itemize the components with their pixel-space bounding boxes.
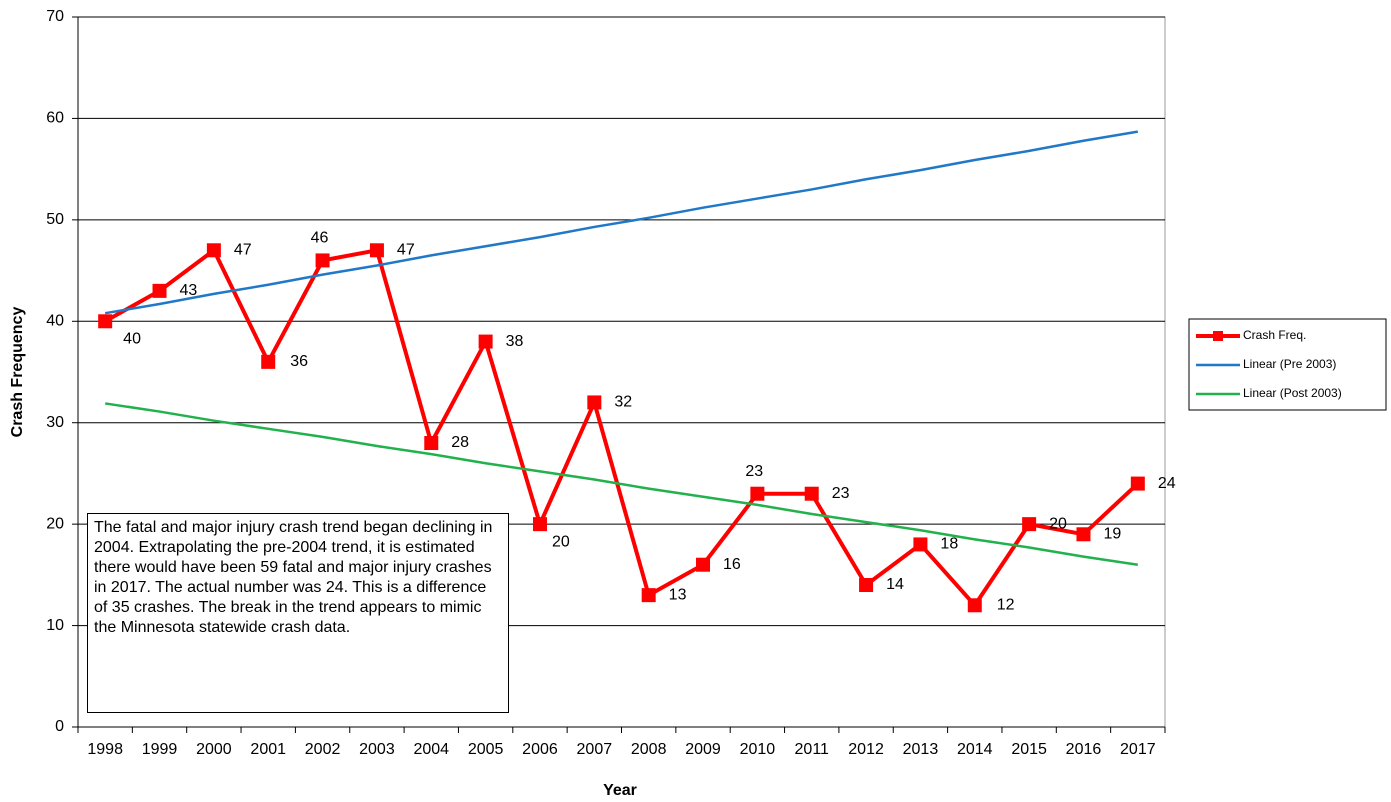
- point-marker: [1130, 476, 1145, 491]
- data-label: 16: [723, 556, 741, 573]
- y-tick-label: 50: [46, 211, 64, 228]
- point-marker: [859, 578, 874, 592]
- legend-label: Crash Freq.: [1243, 328, 1306, 342]
- data-label: 18: [940, 536, 958, 553]
- point-marker: [315, 253, 330, 268]
- legend-label: Linear (Post 2003): [1243, 386, 1342, 400]
- x-tick-label: 2012: [848, 741, 884, 758]
- point-marker: [261, 354, 276, 369]
- x-tick-label: 2005: [468, 741, 504, 758]
- point-marker: [369, 243, 384, 258]
- data-label: 46: [311, 230, 329, 247]
- point-marker: [424, 436, 439, 450]
- point-marker: [587, 395, 602, 410]
- x-tick-label: 2003: [359, 741, 395, 758]
- x-tick-label: 2016: [1066, 741, 1102, 758]
- x-tick-label: 2011: [795, 741, 830, 758]
- legend-label: Linear (Pre 2003): [1243, 357, 1336, 371]
- data-label: 47: [397, 242, 415, 259]
- x-tick-label: 2010: [740, 741, 776, 758]
- x-tick-label: 2008: [631, 741, 667, 758]
- data-label: 24: [1158, 475, 1176, 492]
- series-line: [104, 247, 1140, 609]
- x-tick-label: 2004: [413, 741, 449, 758]
- series-line: [104, 130, 1139, 315]
- legend-marker: [1213, 331, 1223, 341]
- data-label: 47: [234, 242, 252, 259]
- data-label: 13: [669, 586, 687, 603]
- point-marker: [967, 598, 982, 613]
- data-label: 23: [832, 485, 850, 502]
- point-marker: [1022, 517, 1037, 532]
- data-label: 23: [745, 463, 763, 480]
- point-marker: [913, 537, 928, 552]
- series-line: [104, 402, 1139, 566]
- point-marker: [478, 334, 493, 349]
- point-marker: [641, 588, 656, 603]
- x-tick-label: 1999: [142, 741, 178, 758]
- x-tick-label: 2014: [957, 741, 993, 758]
- annotation: The fatal and major injury crash trend b…: [87, 513, 509, 713]
- legend: Crash Freq. Linear (Pre 2003) Linear (Post…: [1188, 318, 1387, 411]
- x-tick-label: 2015: [1011, 741, 1047, 758]
- point-marker: [98, 314, 113, 329]
- point-marker: [696, 557, 711, 572]
- data-label: 36: [290, 353, 308, 370]
- point-marker: [750, 486, 765, 501]
- data-label: 28: [451, 434, 469, 451]
- x-axis-title: Year: [603, 782, 637, 799]
- y-tick-label: 20: [46, 515, 64, 532]
- x-tick-label: 2002: [305, 741, 341, 758]
- y-tick-label: 40: [46, 313, 64, 330]
- x-tick-label: 2017: [1120, 741, 1156, 758]
- data-label: 20: [1049, 515, 1067, 532]
- x-tick-label: 2007: [577, 741, 613, 758]
- y-tick-label: 10: [46, 617, 64, 634]
- data-label: 32: [614, 394, 632, 411]
- x-tick-label: 2000: [196, 741, 232, 758]
- y-tick-label: 70: [46, 8, 64, 25]
- data-label: 43: [180, 282, 198, 299]
- data-label: 38: [506, 333, 524, 350]
- point-marker: [152, 283, 167, 298]
- point-marker: [206, 243, 221, 258]
- x-tick-label: 2001: [250, 741, 286, 758]
- x-tick-label: 2009: [685, 741, 721, 758]
- point-marker: [1076, 527, 1091, 542]
- point-marker: [804, 486, 819, 501]
- x-tick-label: 2013: [903, 741, 939, 758]
- data-label: 40: [123, 331, 141, 348]
- y-tick-label: 0: [55, 718, 64, 735]
- y-axis-title: Crash Frequency: [9, 307, 26, 438]
- data-label: 14: [886, 576, 904, 593]
- x-tick-label: 2006: [522, 741, 558, 758]
- data-label: 20: [552, 533, 570, 550]
- x-tick-label: 1998: [87, 741, 123, 758]
- data-label: 12: [997, 597, 1015, 614]
- point-marker: [532, 517, 547, 532]
- data-label: 19: [1103, 526, 1121, 543]
- y-tick-label: 60: [46, 110, 64, 127]
- y-tick-label: 30: [46, 414, 64, 431]
